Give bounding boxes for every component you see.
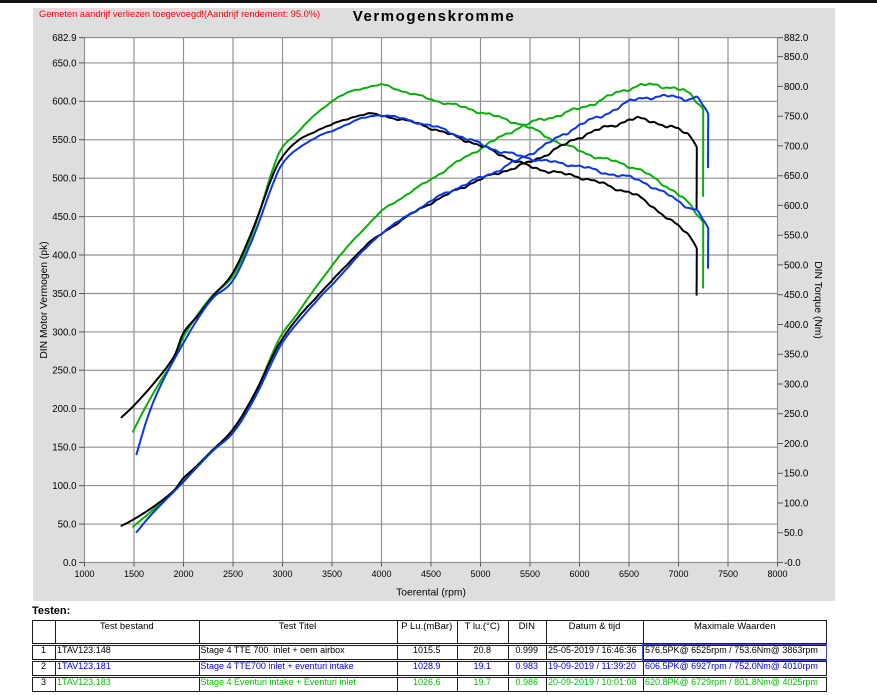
svg-text:1500: 1500 (124, 569, 144, 579)
svg-text:682.9: 682.9 (52, 33, 76, 44)
svg-text:450.0: 450.0 (52, 212, 77, 223)
svg-text:400.0: 400.0 (784, 320, 809, 331)
svg-text:300.0: 300.0 (784, 379, 809, 390)
svg-text:3500: 3500 (322, 569, 342, 579)
svg-text:DIN Motor Vermogen (pk): DIN Motor Vermogen (pk) (39, 241, 50, 358)
svg-text:100.0: 100.0 (784, 498, 809, 509)
svg-text:600.0: 600.0 (52, 97, 77, 108)
svg-text:550.0: 550.0 (52, 135, 77, 146)
svg-text:200.0: 200.0 (784, 439, 809, 450)
svg-text:550.0: 550.0 (784, 231, 809, 242)
svg-text:7000: 7000 (668, 569, 688, 579)
svg-text:DIN Torque (Nm): DIN Torque (Nm) (812, 261, 823, 339)
svg-text:600.0: 600.0 (784, 201, 809, 212)
svg-text:3000: 3000 (272, 569, 292, 579)
svg-text:650.0: 650.0 (784, 171, 809, 182)
svg-text:500.0: 500.0 (52, 174, 77, 185)
svg-text:700.0: 700.0 (784, 141, 809, 152)
svg-text:850.0: 850.0 (784, 52, 809, 63)
svg-text:1000: 1000 (74, 569, 94, 579)
svg-text:2500: 2500 (223, 569, 243, 579)
svg-text:6500: 6500 (619, 569, 639, 579)
svg-text:150.0: 150.0 (52, 443, 77, 454)
svg-text:4500: 4500 (421, 569, 441, 579)
svg-text:4000: 4000 (371, 569, 391, 579)
svg-text:Toerental (rpm): Toerental (rpm) (396, 588, 466, 599)
svg-text:800.0: 800.0 (784, 82, 809, 93)
svg-text:750.0: 750.0 (784, 112, 809, 123)
svg-text:7500: 7500 (718, 569, 738, 579)
svg-text:50.0: 50.0 (784, 528, 803, 539)
svg-text:500.0: 500.0 (784, 260, 809, 271)
svg-text:450.0: 450.0 (784, 290, 809, 301)
svg-text:6000: 6000 (569, 569, 589, 579)
svg-text:300.0: 300.0 (52, 327, 77, 338)
svg-text:8000: 8000 (767, 569, 787, 579)
svg-text:250.0: 250.0 (52, 366, 77, 377)
svg-text:0.0: 0.0 (63, 558, 77, 569)
svg-text:882.0: 882.0 (784, 33, 809, 44)
svg-text:-0.0: -0.0 (784, 558, 801, 569)
svg-text:150.0: 150.0 (784, 469, 809, 480)
svg-text:2000: 2000 (173, 569, 193, 579)
svg-text:250.0: 250.0 (784, 409, 809, 420)
svg-text:5000: 5000 (470, 569, 490, 579)
svg-text:100.0: 100.0 (52, 481, 77, 492)
svg-text:200.0: 200.0 (52, 404, 77, 415)
svg-text:400.0: 400.0 (52, 250, 77, 261)
svg-text:50.0: 50.0 (58, 520, 77, 531)
svg-text:650.0: 650.0 (52, 58, 77, 69)
svg-text:350.0: 350.0 (784, 350, 809, 361)
svg-text:350.0: 350.0 (52, 289, 77, 300)
svg-text:5500: 5500 (520, 569, 540, 579)
